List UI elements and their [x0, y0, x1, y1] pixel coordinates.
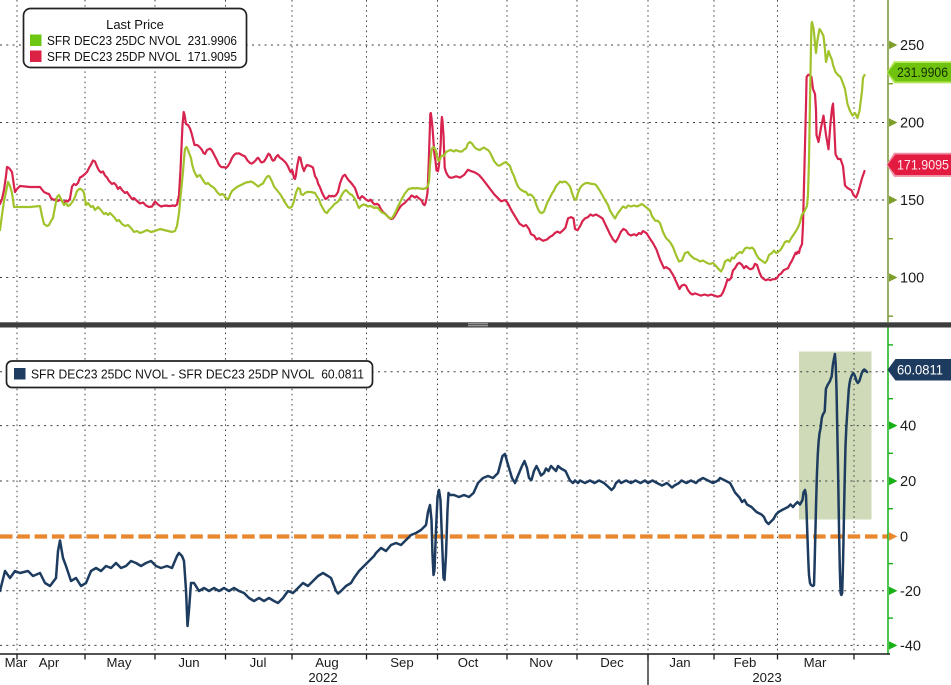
svg-text:20: 20	[900, 474, 916, 490]
svg-text:Mar: Mar	[5, 655, 28, 670]
svg-text:Nov: Nov	[529, 655, 553, 670]
svg-text:Mar: Mar	[804, 655, 827, 670]
svg-text:231.9906: 231.9906	[897, 64, 948, 80]
svg-text:Aug: Aug	[315, 655, 338, 670]
svg-text:SFR DEC23 25DC NVOL 231.9906: SFR DEC23 25DC NVOL 231.9906	[47, 33, 237, 48]
svg-text:2022: 2022	[308, 670, 337, 685]
svg-text:Jun: Jun	[178, 655, 199, 670]
svg-text:May: May	[107, 655, 132, 670]
svg-text:SFR DEC23 25DC NVOL - SFR DEC2: SFR DEC23 25DC NVOL - SFR DEC23 25DP NVO…	[31, 367, 364, 382]
svg-text:Jan: Jan	[669, 655, 690, 670]
svg-text:Sep: Sep	[390, 655, 413, 670]
svg-text:250: 250	[900, 38, 924, 54]
svg-text:60.0811: 60.0811	[897, 362, 943, 378]
svg-text:Last Price: Last Price	[106, 17, 164, 32]
svg-text:171.9095: 171.9095	[897, 157, 949, 173]
svg-text:-20: -20	[900, 584, 921, 600]
svg-text:Apr: Apr	[39, 655, 60, 670]
svg-text:Jul: Jul	[250, 655, 267, 670]
svg-text:150: 150	[900, 193, 924, 209]
svg-text:Dec: Dec	[600, 655, 624, 670]
svg-text:200: 200	[900, 116, 924, 132]
svg-text:0: 0	[900, 529, 908, 545]
svg-text:Oct: Oct	[458, 655, 479, 670]
svg-text:-40: -40	[900, 638, 921, 654]
svg-text:2023: 2023	[752, 670, 781, 685]
svg-text:Feb: Feb	[734, 655, 757, 670]
svg-text:40: 40	[900, 419, 916, 435]
svg-text:100: 100	[900, 271, 924, 287]
svg-text:SFR DEC23 25DP NVOL 171.9095: SFR DEC23 25DP NVOL 171.9095	[47, 49, 237, 64]
